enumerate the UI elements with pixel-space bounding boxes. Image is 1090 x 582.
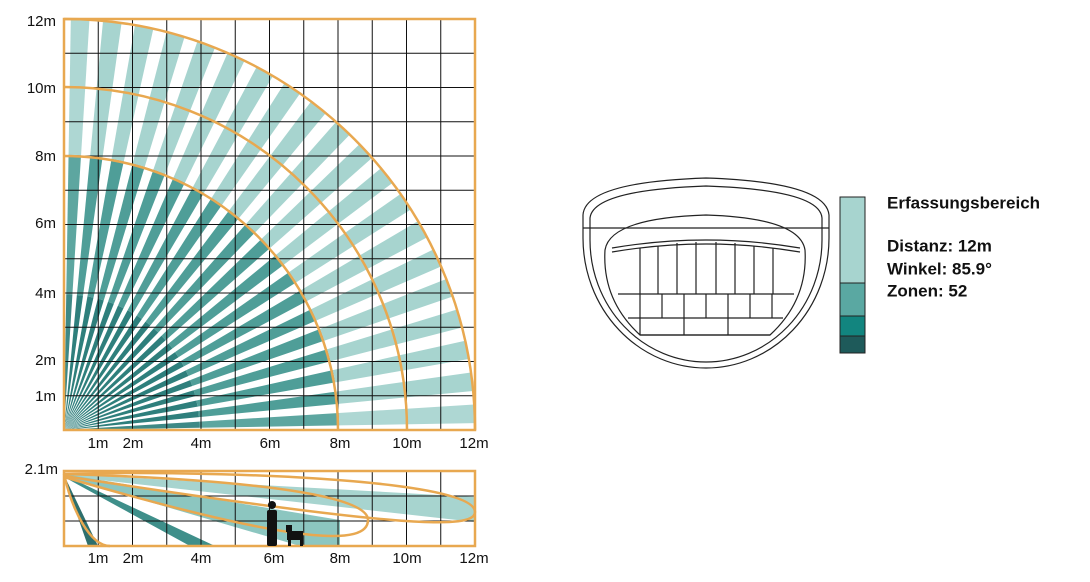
beam-segment: [64, 370, 189, 430]
beam: [64, 475, 98, 546]
beam-segment: [229, 101, 326, 218]
legend-line: Zonen: 52: [887, 281, 967, 300]
beam-segment: [261, 144, 373, 248]
beam-segment: [87, 158, 124, 298]
sensor-housing-inner: [589, 185, 823, 363]
x-label: 10m: [392, 550, 421, 567]
beam-segment: [127, 186, 204, 314]
beam-segment: [198, 391, 339, 418]
y-label: 8m: [35, 148, 56, 165]
beam-segment: [64, 335, 166, 430]
beam-segment: [117, 177, 185, 309]
beam-segment: [145, 209, 240, 326]
y-label: 2.1m: [25, 461, 58, 478]
dog-leg: [300, 539, 303, 546]
range-arcs: [62, 17, 477, 432]
y-label: 10m: [27, 80, 56, 97]
figures: [267, 501, 303, 546]
top-frame: [62, 17, 477, 432]
dog-head: [286, 525, 292, 532]
beam-segment: [64, 390, 196, 430]
legend-line: Winkel: 85.9°: [887, 259, 992, 278]
x-label: 1m: [88, 550, 109, 567]
y-label: 12m: [27, 13, 56, 30]
sensor: [582, 177, 830, 369]
beam-segment: [246, 121, 350, 233]
legend-bar: [839, 196, 866, 354]
beam-segment: [64, 321, 151, 430]
x-label: 2m: [123, 435, 144, 452]
x-label: 6m: [264, 550, 285, 567]
beam-segment: [153, 223, 256, 333]
beam-segment: [64, 328, 159, 430]
y-label: 1m: [35, 388, 56, 405]
sensor-housing: [582, 177, 830, 369]
x-label: 2m: [123, 550, 144, 567]
legend-swatch: [839, 196, 866, 284]
arc-10m: [63, 85, 409, 431]
lens-cols: [639, 242, 774, 294]
beam-segment: [64, 400, 198, 430]
x-label: 1m: [88, 435, 109, 452]
x-label: 8m: [330, 550, 351, 567]
beam-segment: [168, 254, 285, 349]
x-label: 6m: [260, 435, 281, 452]
beam-segment: [193, 349, 331, 397]
outline: [63, 472, 370, 538]
beam-segment: [276, 168, 393, 265]
x-label: 4m: [191, 550, 212, 567]
beam-segment: [196, 370, 336, 407]
y-label: 2m: [35, 352, 56, 369]
dog-leg: [288, 539, 291, 546]
beam-segment: [185, 309, 317, 377]
lens-cols: [639, 294, 773, 335]
top-view-beams: [64, 19, 475, 430]
lens-arc: [611, 243, 801, 253]
beam-segment: [64, 301, 114, 430]
x-label: 12m: [459, 435, 488, 452]
y-label: 4m: [35, 285, 56, 302]
lens-arc: [611, 239, 801, 249]
beam-segment: [64, 315, 142, 430]
legend-swatch: [839, 335, 866, 354]
person-head: [268, 501, 276, 509]
beam-segment: [173, 52, 245, 183]
x-label: 8m: [330, 435, 351, 452]
beam-segment: [108, 169, 166, 304]
legend-title: Erfassungsbereich: [887, 193, 1040, 212]
beam-segment: [301, 221, 428, 301]
arc-8m: [63, 154, 340, 431]
beam-segment: [97, 163, 145, 301]
beam-segment: [180, 290, 308, 367]
beam-segment: [64, 296, 94, 430]
x-label: 12m: [459, 550, 488, 567]
person-body: [267, 510, 277, 546]
beam-segment: [289, 193, 411, 283]
y-label: 6m: [35, 215, 56, 232]
legend-line: Distanz: 12m: [887, 236, 992, 255]
beam-segment: [64, 298, 104, 430]
x-label: 4m: [191, 435, 212, 452]
beam-segment: [193, 66, 273, 193]
beam-segment: [190, 328, 325, 386]
arc-12m: [63, 17, 477, 431]
legend-swatch: [839, 282, 866, 317]
beam-segment: [161, 238, 271, 341]
side-outlines: [62, 469, 477, 548]
beam-segment: [76, 155, 103, 296]
x-label: 10m: [392, 435, 421, 452]
beam-segment: [311, 249, 442, 321]
beam: [64, 475, 215, 546]
beam-segment: [64, 343, 173, 430]
beam-segment: [64, 305, 124, 430]
beam-segment: [64, 352, 179, 430]
dog-body: [287, 531, 303, 540]
beam-segment: [64, 380, 193, 430]
beam-segment: [211, 83, 301, 205]
legend-swatch: [839, 315, 866, 337]
sensor-lens: [604, 214, 806, 336]
